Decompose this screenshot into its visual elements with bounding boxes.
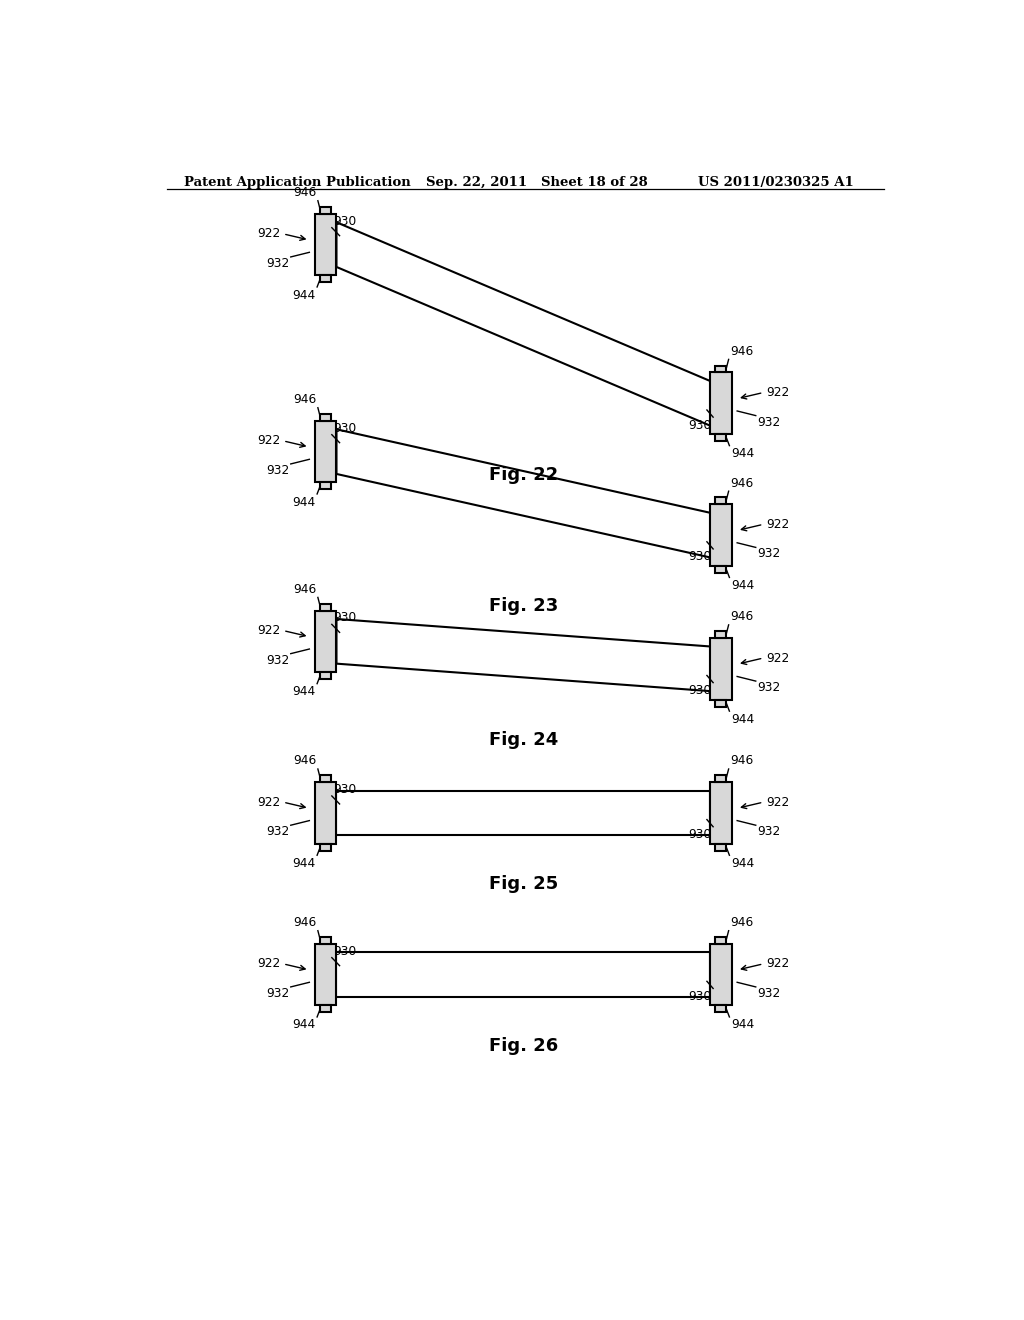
Bar: [716, 700, 726, 706]
Polygon shape: [337, 619, 710, 692]
Text: 944: 944: [292, 857, 315, 870]
Bar: [716, 1006, 726, 1012]
Text: 946: 946: [730, 755, 754, 767]
Text: 946: 946: [293, 916, 316, 929]
Text: 922: 922: [766, 957, 790, 970]
Text: 932: 932: [758, 825, 780, 838]
Text: 944: 944: [731, 1019, 755, 1031]
Text: 944: 944: [731, 579, 755, 591]
Text: 932: 932: [758, 416, 780, 429]
Text: 932: 932: [758, 681, 780, 694]
Text: 930: 930: [688, 990, 712, 1003]
Text: 946: 946: [730, 916, 754, 929]
Bar: [716, 937, 726, 944]
Text: Fig. 26: Fig. 26: [488, 1038, 558, 1055]
Bar: [314, 421, 337, 482]
Text: 922: 922: [766, 652, 790, 664]
Text: Fig. 24: Fig. 24: [488, 731, 558, 750]
Text: 946: 946: [730, 610, 754, 623]
Polygon shape: [337, 952, 710, 997]
Text: 922: 922: [766, 517, 790, 531]
Bar: [716, 843, 726, 850]
Bar: [716, 498, 726, 504]
Text: 932: 932: [266, 987, 289, 1001]
Bar: [314, 611, 337, 672]
Bar: [710, 372, 732, 434]
Bar: [716, 434, 726, 441]
Text: 944: 944: [731, 713, 755, 726]
Text: 944: 944: [292, 289, 315, 301]
Bar: [710, 944, 732, 1006]
Text: 922: 922: [257, 624, 281, 638]
Bar: [314, 944, 337, 1006]
Text: Fig. 25: Fig. 25: [488, 875, 558, 894]
Text: 922: 922: [257, 957, 281, 970]
Text: 930: 930: [688, 684, 712, 697]
Text: 930: 930: [688, 550, 712, 564]
Text: 922: 922: [766, 385, 790, 399]
Bar: [716, 775, 726, 781]
Bar: [716, 566, 726, 573]
Text: 944: 944: [731, 447, 755, 461]
Text: 932: 932: [266, 257, 289, 269]
Text: 932: 932: [266, 463, 289, 477]
Bar: [321, 276, 331, 282]
Text: 930: 930: [334, 215, 356, 227]
Text: 930: 930: [334, 783, 356, 796]
Bar: [710, 638, 732, 700]
Text: 944: 944: [731, 857, 755, 870]
Bar: [321, 843, 331, 850]
Bar: [321, 603, 331, 611]
Text: 932: 932: [266, 653, 289, 667]
Text: 944: 944: [292, 1019, 315, 1031]
Text: 922: 922: [257, 227, 281, 240]
Text: 946: 946: [293, 186, 316, 199]
Bar: [710, 781, 732, 843]
Text: 922: 922: [257, 434, 281, 447]
Bar: [716, 366, 726, 372]
Text: Sep. 22, 2011   Sheet 18 of 28: Sep. 22, 2011 Sheet 18 of 28: [426, 176, 648, 189]
Bar: [321, 775, 331, 781]
Text: 932: 932: [758, 548, 780, 561]
Bar: [321, 1006, 331, 1012]
Bar: [321, 207, 331, 214]
Text: 922: 922: [766, 796, 790, 809]
Polygon shape: [337, 429, 710, 557]
Bar: [321, 414, 331, 421]
Text: 944: 944: [292, 495, 315, 508]
Bar: [314, 214, 337, 276]
Text: 932: 932: [266, 825, 289, 838]
Text: 946: 946: [730, 345, 754, 358]
Bar: [710, 504, 732, 566]
Text: 930: 930: [334, 945, 356, 958]
Text: 930: 930: [334, 421, 356, 434]
Text: 944: 944: [292, 685, 315, 698]
Polygon shape: [337, 222, 710, 425]
Text: 930: 930: [688, 418, 712, 432]
Text: 946: 946: [293, 583, 316, 595]
Bar: [314, 781, 337, 843]
Text: Fig. 22: Fig. 22: [488, 466, 558, 483]
Bar: [321, 672, 331, 678]
Text: 930: 930: [688, 829, 712, 841]
Text: Fig. 23: Fig. 23: [488, 598, 558, 615]
Text: 922: 922: [257, 796, 281, 809]
Bar: [321, 482, 331, 490]
Text: 946: 946: [730, 477, 754, 490]
Text: 946: 946: [293, 755, 316, 767]
Polygon shape: [337, 791, 710, 836]
Text: 946: 946: [293, 393, 316, 407]
Text: US 2011/0230325 A1: US 2011/0230325 A1: [697, 176, 853, 189]
Text: Patent Application Publication: Patent Application Publication: [183, 176, 411, 189]
Text: 932: 932: [758, 987, 780, 1001]
Bar: [321, 937, 331, 944]
Text: 930: 930: [334, 611, 356, 624]
Bar: [716, 631, 726, 638]
